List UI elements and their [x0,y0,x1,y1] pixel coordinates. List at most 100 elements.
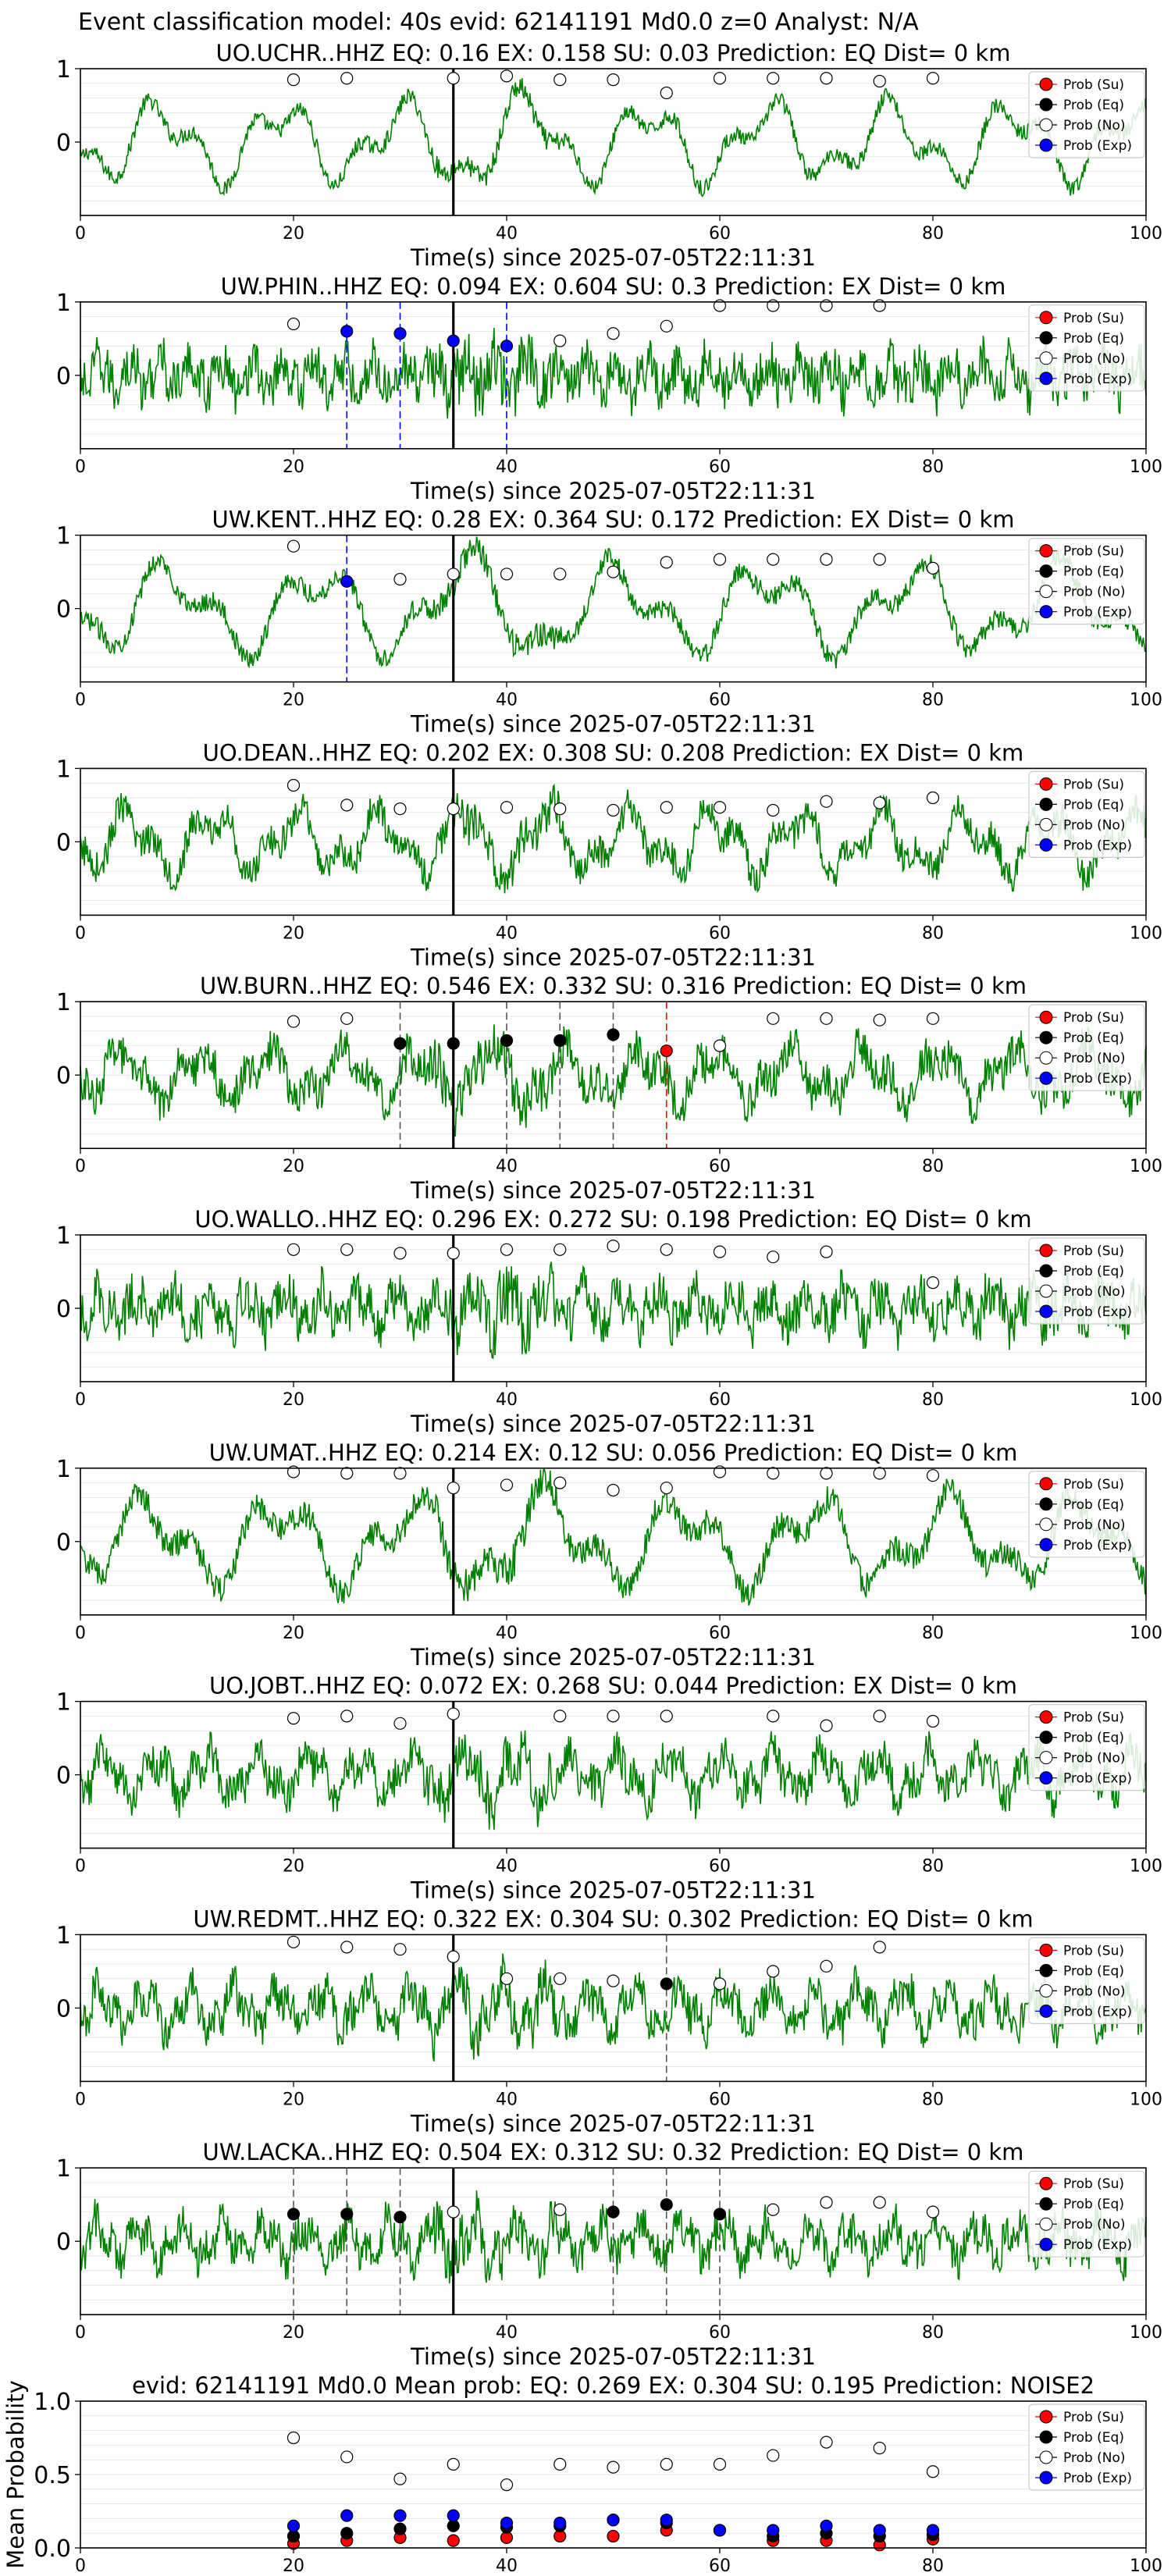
mean-prob-point-no [287,2431,301,2445]
mean-prob-point-no [553,2457,567,2471]
legend-marker-no [1039,118,1053,132]
prob-point-no [553,802,567,816]
x-tick-label: 20 [283,2090,304,2109]
mean-prob-point-no [660,2457,673,2471]
y-tick-label: 1.0 [34,2389,71,2416]
prob-point-no [873,553,886,566]
y-tick-label: 0 [56,363,71,390]
prob-point-no [873,1941,886,1954]
prob-point-no [767,1012,780,1025]
mean-prob-point-su [607,2529,620,2543]
legend-label: Prob (Eq) [1063,1497,1124,1513]
y-tick-label: 1 [56,1689,71,1717]
prob-point-no [553,73,567,87]
prob-point-no [340,1710,354,1723]
x-axis-label: Time(s) since 2025-07-05T22:11:31 [410,2110,816,2137]
x-tick-label: 40 [496,2556,518,2576]
y-tick-label: 1 [56,1922,71,1949]
prob-point-eq [713,2208,727,2221]
legend-marker-no [1039,351,1053,365]
legend-label: Prob (No) [1063,1284,1126,1300]
legend-marker-eq [1039,1497,1053,1511]
x-tick-label: 0 [75,923,86,943]
mean-prob-point-no [873,2442,886,2455]
x-tick-label: 20 [283,224,304,244]
x-tick-label: 80 [922,1624,944,1643]
x-axis-label: Time(s) since 2025-07-05T22:11:31 [410,1411,816,1437]
prob-point-no [713,299,727,312]
legend-marker-su [1039,1244,1053,1258]
legend-marker-eq [1039,98,1053,112]
prob-point-no [340,1243,354,1256]
x-tick-label: 0 [75,2090,86,2109]
mean-prob-point-exp [447,2509,460,2522]
mean-prob-point-exp [820,2519,833,2532]
legend-marker-no [1039,2217,1053,2231]
prob-point-no [873,74,886,88]
mean-prob-point-su [447,2534,460,2547]
prob-point-no [926,1012,940,1025]
x-axis-label: Time(s) since 2025-07-05T22:11:31 [410,1644,816,1670]
legend-box [1028,1937,1145,2024]
legend-label: Prob (Su) [1063,2410,1124,2425]
legend-label: Prob (No) [1063,2217,1126,2233]
prob-point-no [767,803,780,817]
legend-label: Prob (Exp) [1063,1538,1132,1553]
prob-point-no [447,802,460,816]
y-tick-label: 0 [56,2229,71,2256]
panel-title: UO.JOBT..HHZ EQ: 0.072 EX: 0.268 SU: 0.0… [209,1673,1017,1699]
y-tick-label: 0 [56,829,71,856]
prob-point-no [873,1013,886,1026]
prob-point-no [340,72,354,85]
prob-point-eq [607,1028,620,1041]
prob-point-no [287,1935,301,1948]
prob-point-no [873,796,886,809]
x-tick-label: 100 [1130,1157,1162,1176]
prob-point-no [287,1243,301,1256]
prob-point-no [393,572,407,586]
mean-prob-point-exp [500,2516,514,2530]
legend-marker-su [1039,777,1053,791]
legend-marker-no [1039,1517,1053,1532]
legend-label: Prob (Exp) [1063,2237,1132,2253]
panel-title: UO.DEAN..HHZ EQ: 0.202 EX: 0.308 SU: 0.2… [203,739,1024,766]
legend-label: Prob (No) [1063,817,1126,833]
legend-marker-eq [1039,1963,1053,1977]
prob-point-no [607,1710,620,1723]
x-tick-label: 80 [922,2323,944,2343]
x-tick-label: 20 [283,1857,304,1877]
legend-marker-no [1039,1984,1053,1998]
prob-point-no [926,1714,940,1728]
prob-point-no [660,801,673,814]
prob-point-no [713,1039,727,1052]
legend-label: Prob (Exp) [1063,605,1132,621]
legend-label: Prob (Eq) [1063,2197,1124,2212]
prob-point-no [660,556,673,569]
prob-point-no [926,791,940,805]
mean-prob-point-exp [713,2524,727,2537]
legend-marker-exp [1039,2471,1053,2485]
prob-point-eq [447,1037,460,1050]
panel-title: UW.REDMT..HHZ EQ: 0.322 EX: 0.304 SU: 0.… [193,1905,1033,1932]
legend-label: Prob (Eq) [1063,1264,1124,1279]
legend-marker-su [1039,77,1053,91]
x-axis-label: Time(s) since 2025-07-05T22:11:31 [410,944,816,970]
legend-label: Prob (Su) [1063,1477,1124,1493]
panel-8: UO.JOBT..HHZ EQ: 0.072 EX: 0.268 SU: 0.0… [56,1673,1162,1904]
x-tick-label: 40 [496,1857,518,1877]
mean-prob-point-no [447,2457,460,2471]
x-tick-label: 80 [922,691,944,710]
panel-7: UW.UMAT..HHZ EQ: 0.214 EX: 0.12 SU: 0.05… [56,1439,1162,1670]
legend-label: Prob (No) [1063,1751,1126,1767]
legend-label: Prob (Exp) [1063,1304,1132,1320]
prob-point-no [340,1467,354,1480]
prob-point-eq [393,1037,407,1050]
mean-prob-point-exp [340,2509,354,2522]
prob-point-no [820,299,833,312]
legend-label: Prob (Eq) [1063,1963,1124,1979]
mean-prob-point-exp [873,2524,886,2537]
prob-point-no [553,1972,567,1985]
prob-point-no [767,553,780,566]
x-tick-label: 40 [496,2090,518,2109]
